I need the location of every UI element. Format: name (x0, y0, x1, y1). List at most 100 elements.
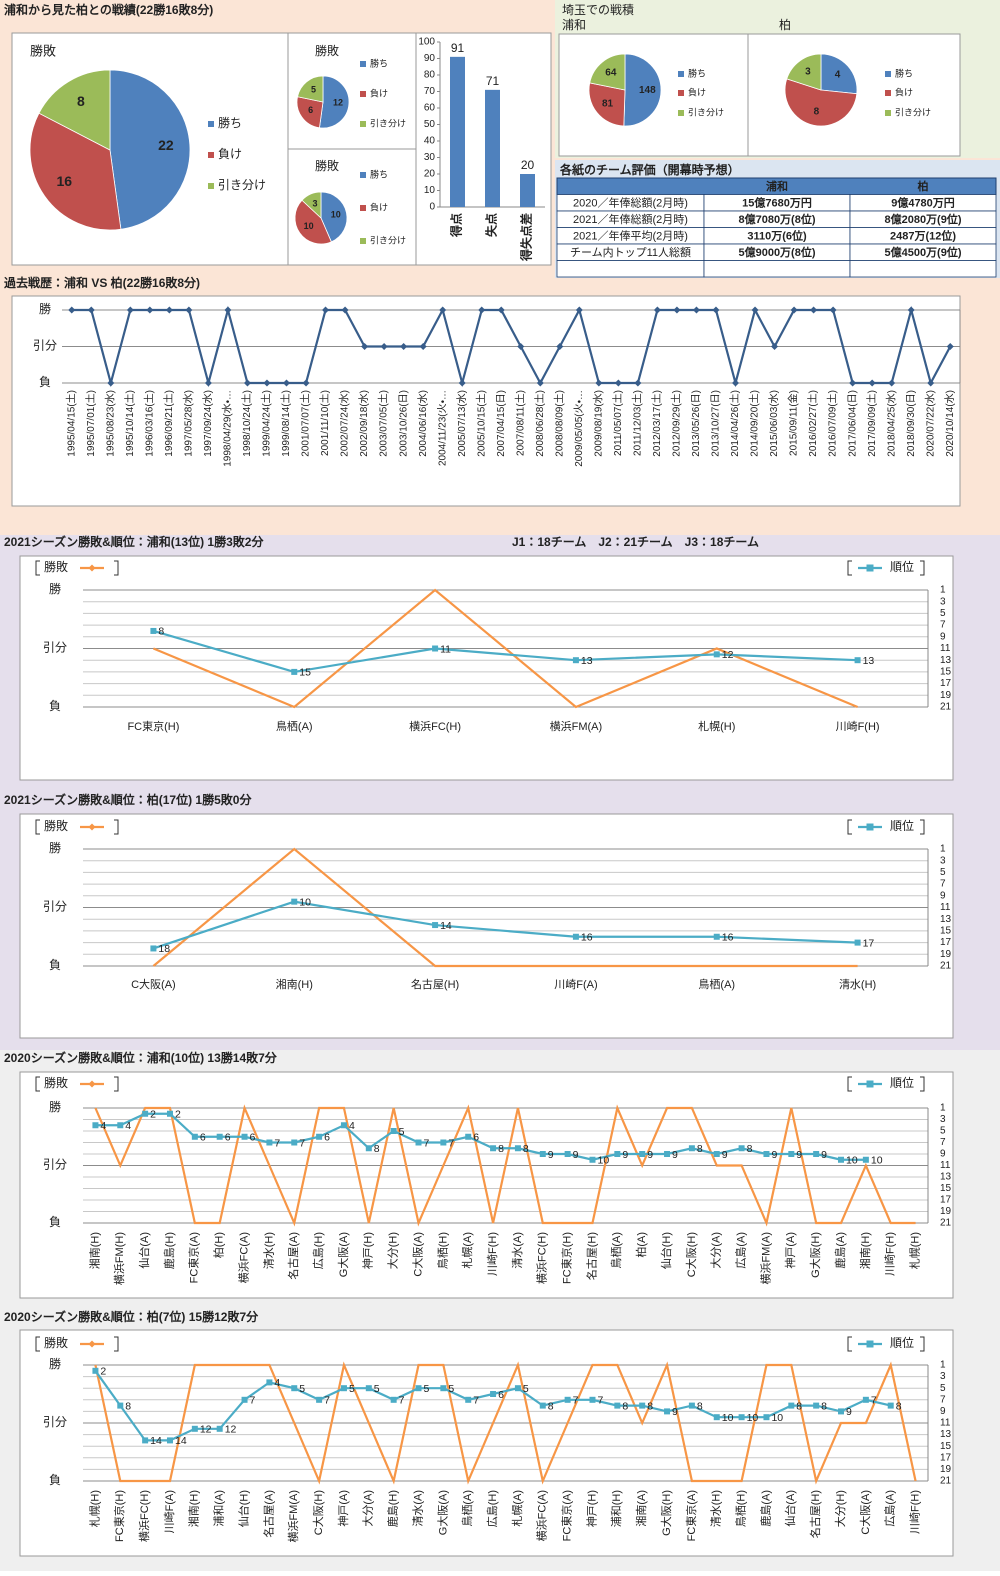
data-label: 12 (225, 1424, 237, 1436)
pie-slice (301, 191, 322, 219)
data-label: 5 (399, 1126, 405, 1138)
data-label: 9 (672, 1406, 678, 1418)
x-tick-label: 清水(H) (261, 1232, 275, 1269)
data-label: 10 (597, 1155, 609, 1167)
point (263, 379, 271, 387)
section-title: 埼玉での戦積 (562, 2, 634, 17)
data-label: 5 (374, 1383, 380, 1395)
y2-tick-label: 19 (940, 690, 952, 701)
point (514, 1385, 521, 1392)
series-line (152, 588, 859, 709)
y2-tick-label: 15 (940, 926, 952, 937)
point (738, 1414, 745, 1421)
point (838, 1408, 845, 1415)
data-label: 6 (250, 1132, 256, 1144)
x-tick-label: 2015/09/11(金) (787, 390, 800, 456)
y2-tick-label: 9 (940, 631, 946, 642)
chart-title: 柏 (779, 17, 791, 32)
legend-label: 負け (688, 86, 706, 97)
chart-title: 2020シーズン勝敗&順位：柏(7位) 15勝12敗7分 (4, 1309, 259, 1324)
pie-slice (109, 69, 191, 230)
x-tick-label: 2020/10/14(水) (944, 390, 956, 457)
y2-tick-label: 21 (940, 1476, 952, 1487)
point (415, 1385, 422, 1392)
x-tick-label: 2011/12/03(土) (631, 390, 644, 456)
y2-tick-label: 21 (940, 1218, 952, 1229)
pie-slice (784, 78, 858, 127)
point (813, 1151, 820, 1157)
x-tick-label: 2017/06/04(日) (847, 390, 858, 457)
point (536, 379, 544, 387)
legend-label: 順位 (890, 560, 914, 574)
point (465, 1133, 472, 1140)
y2-tick-label: 17 (940, 937, 952, 948)
x-tick-label: 湘南(H) (187, 1490, 201, 1527)
x-tick-label: 清水(A) (510, 1232, 524, 1269)
point (340, 1385, 347, 1392)
x-tick-label: 2004/06/16(水) (417, 390, 429, 457)
legend-bracket (847, 1336, 852, 1352)
y2-tick-label: 9 (940, 1406, 946, 1417)
x-tick-label: 札幌(H) (87, 1490, 101, 1527)
annotation: J1：18チーム J2：21チーム J3：18チーム (512, 535, 759, 549)
x-tick-label: 仙台(H) (659, 1232, 673, 1269)
data-label: 8 (896, 1400, 902, 1412)
y-tick-label: 50 (424, 119, 436, 130)
legend-swatch (360, 238, 366, 244)
chart-title: 過去戦歴：浦和 VS 柏(22勝16敗8分) (4, 275, 200, 290)
x-tick-label: 川崎F(H) (907, 1490, 921, 1534)
data-label: 12 (200, 1424, 212, 1436)
x-tick-label: 1996/03/16(土) (142, 390, 155, 457)
legend-label: 勝敗 (44, 818, 68, 833)
y-tick-label: 10 (424, 185, 436, 196)
y-tick-label: 負 (49, 699, 61, 713)
x-tick-label: 横浜FM(A) (550, 719, 603, 733)
legend-label: 勝ち (218, 115, 242, 130)
y2-tick-label: 7 (940, 1137, 946, 1148)
point (639, 1151, 646, 1157)
data-label: 20 (521, 158, 535, 172)
x-tick-label: C大阪(A) (410, 1232, 424, 1277)
data-label: 9 (796, 1149, 802, 1161)
legend-swatch (360, 205, 366, 211)
point (888, 379, 896, 387)
x-tick-label: 2011/05/07(土) (611, 390, 624, 456)
y2-tick-label: 21 (940, 702, 952, 713)
data-label: 7 (299, 1137, 305, 1149)
data-label: 15 (299, 667, 311, 679)
x-tick-label: 仙台(H) (236, 1490, 250, 1527)
data-label: 8 (821, 1400, 827, 1412)
x-tick-label: 広島(A) (883, 1490, 897, 1527)
x-tick-label: 名古屋(H) (411, 977, 459, 991)
legend-label: 引き分け (370, 118, 406, 128)
point (185, 306, 193, 314)
section-title: 浦和から見た柏との戦績(22勝16敗8分) (4, 2, 213, 17)
x-tick-label: C大阪(H) (684, 1232, 698, 1277)
point (564, 1151, 571, 1157)
legend-bracket (847, 560, 852, 576)
x-tick-label: 神戸(A) (783, 1232, 797, 1269)
legend-bracket (114, 1076, 119, 1092)
y2-tick-label: 19 (940, 1464, 952, 1475)
x-tick-label: 2003/10/26(日) (398, 390, 409, 457)
point (751, 306, 759, 314)
x-tick-label: 1995/08/23(水) (104, 390, 116, 457)
x-tick-label: 川崎F(A) (554, 977, 597, 991)
y2-tick-label: 19 (940, 1206, 952, 1217)
x-tick-label: 2012/09/29(土) (670, 390, 683, 457)
data-label: 5 (448, 1383, 454, 1395)
x-tick-label: 湘南(A) (634, 1490, 648, 1527)
x-tick-label: 1995/10/14(土) (123, 390, 136, 457)
x-tick-label: 1998/10/24(土) (240, 390, 253, 457)
y2-tick-label: 5 (940, 1126, 946, 1137)
data-label: 4 (125, 1120, 131, 1132)
data-label: 22 (158, 137, 174, 153)
legend-swatch (678, 110, 684, 116)
data-label: 8 (647, 1400, 653, 1412)
point (673, 306, 681, 314)
data-label: 4 (349, 1120, 355, 1132)
data-label: 18 (158, 943, 170, 955)
x-tick-label: 川崎F(A) (162, 1490, 176, 1533)
y-tick-label: 勝 (49, 1099, 61, 1114)
